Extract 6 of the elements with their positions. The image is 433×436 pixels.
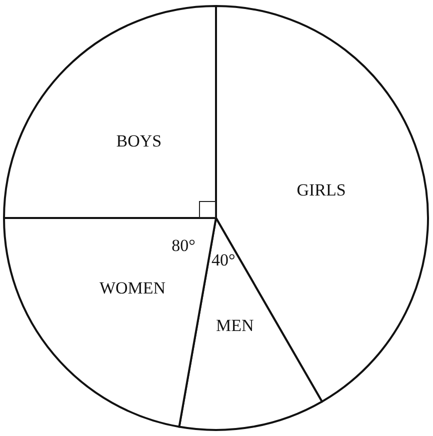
slice-label: GIRLS [296,180,346,200]
slice-label: BOYS [116,131,162,150]
text: 80° [172,236,196,255]
slice-label: WOMEN [99,278,166,298]
text: 40° [211,250,236,270]
slice-label: MEN [216,316,254,335]
